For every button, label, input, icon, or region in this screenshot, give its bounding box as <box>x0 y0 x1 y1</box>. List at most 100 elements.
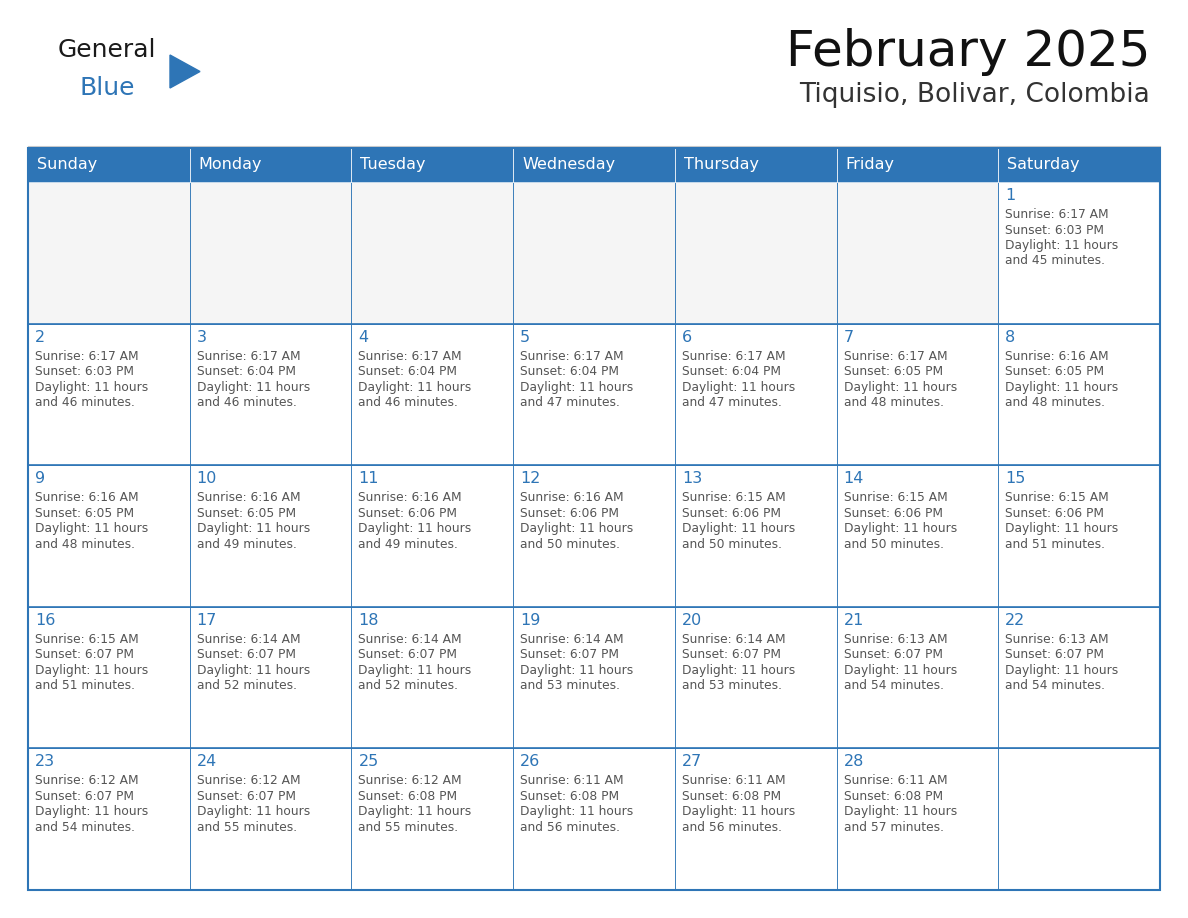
Text: Daylight: 11 hours: Daylight: 11 hours <box>1005 664 1119 677</box>
Text: Sunset: 6:04 PM: Sunset: 6:04 PM <box>359 365 457 378</box>
Bar <box>29 148 1159 890</box>
Text: Sunrise: 6:14 AM: Sunrise: 6:14 AM <box>197 633 301 645</box>
Text: Sunrise: 6:16 AM: Sunrise: 6:16 AM <box>1005 350 1108 363</box>
Bar <box>998 182 1159 324</box>
Text: Daylight: 11 hours: Daylight: 11 hours <box>520 522 633 535</box>
Text: and 54 minutes.: and 54 minutes. <box>1005 679 1105 692</box>
Text: and 57 minutes.: and 57 minutes. <box>843 821 943 834</box>
Bar <box>836 182 998 324</box>
Text: and 46 minutes.: and 46 minutes. <box>359 396 459 409</box>
Text: Sunset: 6:06 PM: Sunset: 6:06 PM <box>520 507 619 520</box>
Polygon shape <box>170 55 200 88</box>
Text: Daylight: 11 hours: Daylight: 11 hours <box>520 664 633 677</box>
Text: 7: 7 <box>843 330 854 344</box>
Text: and 53 minutes.: and 53 minutes. <box>682 679 782 692</box>
Text: and 50 minutes.: and 50 minutes. <box>682 538 782 551</box>
Text: Sunrise: 6:17 AM: Sunrise: 6:17 AM <box>843 350 947 363</box>
Text: Sunrise: 6:17 AM: Sunrise: 6:17 AM <box>1005 208 1108 221</box>
Bar <box>836 607 998 748</box>
Bar <box>513 465 675 607</box>
Text: 5: 5 <box>520 330 530 344</box>
Text: Sunset: 6:08 PM: Sunset: 6:08 PM <box>359 789 457 803</box>
Text: Tiquisio, Bolivar, Colombia: Tiquisio, Bolivar, Colombia <box>800 82 1150 108</box>
Bar <box>352 465 513 607</box>
Text: 20: 20 <box>682 613 702 628</box>
Text: and 50 minutes.: and 50 minutes. <box>520 538 620 551</box>
Text: Daylight: 11 hours: Daylight: 11 hours <box>359 381 472 394</box>
Text: Daylight: 11 hours: Daylight: 11 hours <box>34 381 148 394</box>
Text: and 48 minutes.: and 48 minutes. <box>1005 396 1105 409</box>
Text: 25: 25 <box>359 755 379 769</box>
Bar <box>836 324 998 465</box>
Text: Sunrise: 6:17 AM: Sunrise: 6:17 AM <box>682 350 785 363</box>
Text: and 47 minutes.: and 47 minutes. <box>520 396 620 409</box>
Text: Sunrise: 6:11 AM: Sunrise: 6:11 AM <box>843 775 947 788</box>
Text: Daylight: 11 hours: Daylight: 11 hours <box>843 381 956 394</box>
Bar <box>513 748 675 890</box>
Text: Daylight: 11 hours: Daylight: 11 hours <box>843 522 956 535</box>
Text: Sunrise: 6:16 AM: Sunrise: 6:16 AM <box>359 491 462 504</box>
Text: Sunset: 6:04 PM: Sunset: 6:04 PM <box>197 365 296 378</box>
Bar <box>513 607 675 748</box>
Text: 24: 24 <box>197 755 217 769</box>
Bar <box>352 148 513 182</box>
Text: Sunrise: 6:13 AM: Sunrise: 6:13 AM <box>1005 633 1108 645</box>
Text: Daylight: 11 hours: Daylight: 11 hours <box>1005 522 1119 535</box>
Text: and 56 minutes.: and 56 minutes. <box>520 821 620 834</box>
Text: Sunrise: 6:17 AM: Sunrise: 6:17 AM <box>359 350 462 363</box>
Bar <box>836 148 998 182</box>
Text: 10: 10 <box>197 471 217 487</box>
Text: Sunset: 6:05 PM: Sunset: 6:05 PM <box>197 507 296 520</box>
Text: 2: 2 <box>34 330 45 344</box>
Text: 19: 19 <box>520 613 541 628</box>
Text: and 53 minutes.: and 53 minutes. <box>520 679 620 692</box>
Text: Daylight: 11 hours: Daylight: 11 hours <box>197 805 310 819</box>
Bar <box>675 182 836 324</box>
Text: and 51 minutes.: and 51 minutes. <box>1005 538 1105 551</box>
Text: Sunrise: 6:16 AM: Sunrise: 6:16 AM <box>520 491 624 504</box>
Text: Sunrise: 6:12 AM: Sunrise: 6:12 AM <box>34 775 139 788</box>
Text: Daylight: 11 hours: Daylight: 11 hours <box>1005 239 1119 252</box>
Text: 21: 21 <box>843 613 864 628</box>
Text: Thursday: Thursday <box>684 158 759 173</box>
Text: Sunset: 6:05 PM: Sunset: 6:05 PM <box>34 507 134 520</box>
Text: 1: 1 <box>1005 188 1016 203</box>
Bar <box>675 607 836 748</box>
Text: Daylight: 11 hours: Daylight: 11 hours <box>34 664 148 677</box>
Bar <box>190 748 352 890</box>
Text: 15: 15 <box>1005 471 1025 487</box>
Text: Sunset: 6:07 PM: Sunset: 6:07 PM <box>682 648 781 661</box>
Text: and 49 minutes.: and 49 minutes. <box>359 538 459 551</box>
Bar <box>29 465 190 607</box>
Text: Sunset: 6:08 PM: Sunset: 6:08 PM <box>843 789 943 803</box>
Text: Sunset: 6:06 PM: Sunset: 6:06 PM <box>843 507 942 520</box>
Text: Sunset: 6:04 PM: Sunset: 6:04 PM <box>520 365 619 378</box>
Text: Sunset: 6:07 PM: Sunset: 6:07 PM <box>359 648 457 661</box>
Text: Sunrise: 6:17 AM: Sunrise: 6:17 AM <box>197 350 301 363</box>
Bar <box>29 324 190 465</box>
Text: Sunrise: 6:16 AM: Sunrise: 6:16 AM <box>197 491 301 504</box>
Text: 27: 27 <box>682 755 702 769</box>
Text: and 48 minutes.: and 48 minutes. <box>843 396 943 409</box>
Bar <box>998 148 1159 182</box>
Text: Daylight: 11 hours: Daylight: 11 hours <box>359 522 472 535</box>
Text: Daylight: 11 hours: Daylight: 11 hours <box>197 664 310 677</box>
Bar <box>352 748 513 890</box>
Text: Sunset: 6:07 PM: Sunset: 6:07 PM <box>34 789 134 803</box>
Text: Daylight: 11 hours: Daylight: 11 hours <box>520 805 633 819</box>
Text: Sunrise: 6:15 AM: Sunrise: 6:15 AM <box>1005 491 1110 504</box>
Text: and 52 minutes.: and 52 minutes. <box>197 679 297 692</box>
Text: and 47 minutes.: and 47 minutes. <box>682 396 782 409</box>
Text: Sunrise: 6:14 AM: Sunrise: 6:14 AM <box>682 633 785 645</box>
Bar <box>675 148 836 182</box>
Text: Daylight: 11 hours: Daylight: 11 hours <box>34 805 148 819</box>
Bar <box>190 182 352 324</box>
Text: Sunset: 6:05 PM: Sunset: 6:05 PM <box>1005 365 1105 378</box>
Text: and 52 minutes.: and 52 minutes. <box>359 679 459 692</box>
Bar <box>29 148 190 182</box>
Text: General: General <box>58 38 157 62</box>
Text: Daylight: 11 hours: Daylight: 11 hours <box>843 805 956 819</box>
Text: Daylight: 11 hours: Daylight: 11 hours <box>682 522 795 535</box>
Text: Sunrise: 6:14 AM: Sunrise: 6:14 AM <box>520 633 624 645</box>
Text: Daylight: 11 hours: Daylight: 11 hours <box>520 381 633 394</box>
